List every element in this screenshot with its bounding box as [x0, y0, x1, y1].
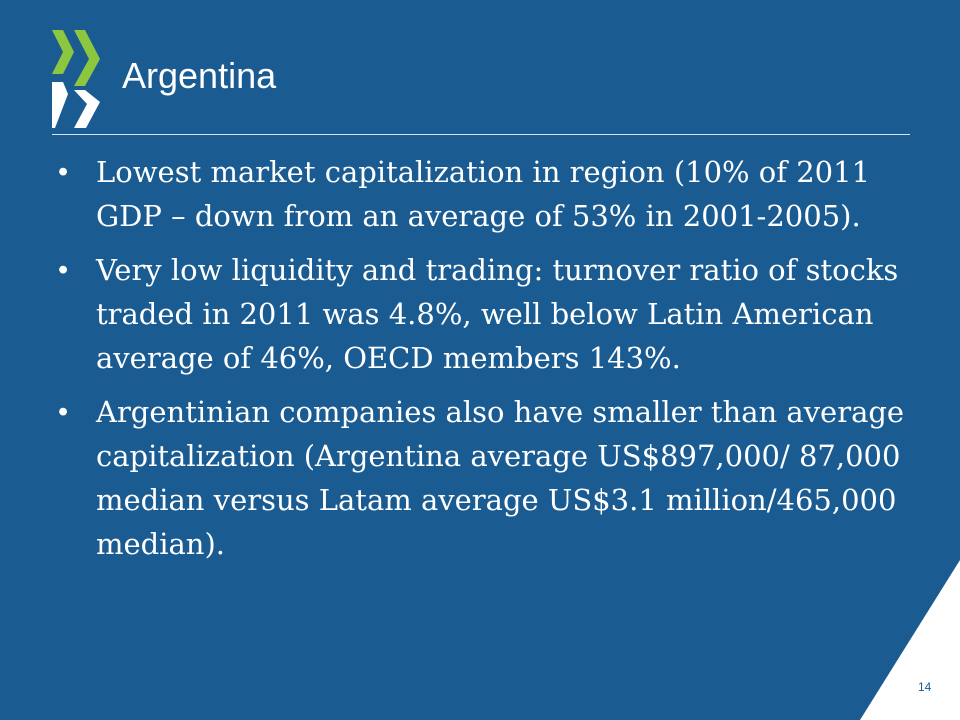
bullet-item: • Argentinian companies also have smalle… [58, 390, 918, 566]
title-divider [52, 134, 910, 135]
bullet-marker: • [58, 156, 69, 188]
bullet-text: Argentinian companies also have smaller … [96, 395, 905, 561]
page-number: 14 [918, 680, 932, 694]
bullet-marker: • [58, 254, 69, 286]
bullet-item: • Lowest market capitalization in region… [58, 150, 918, 238]
bullet-text: Lowest market capitalization in region (… [96, 155, 871, 233]
oecd-logo-icon [52, 30, 100, 128]
bullet-item: • Very low liquidity and trading: turnov… [58, 248, 918, 380]
bullet-text: Very low liquidity and trading: turnover… [96, 253, 899, 375]
slide-title: Argentina [122, 55, 277, 96]
bullet-list: • Lowest market capitalization in region… [58, 150, 918, 576]
bullet-marker: • [58, 396, 69, 428]
corner-triangle-decoration [860, 560, 960, 720]
